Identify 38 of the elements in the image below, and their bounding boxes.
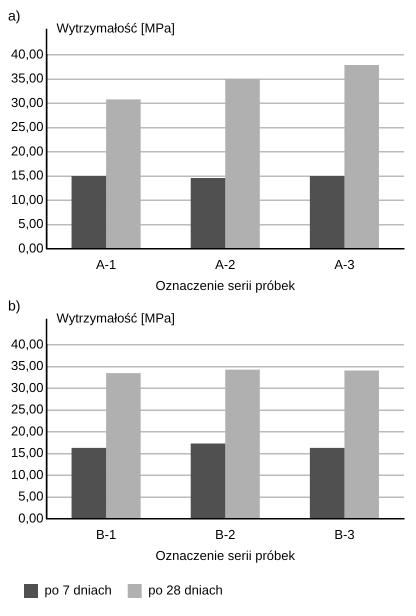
legend-label: po 7 dniach: [44, 582, 112, 598]
y-tick-label: 40,00: [10, 46, 44, 62]
x-tick-label: A-1: [96, 257, 116, 272]
bar: [72, 176, 106, 248]
bar: [310, 448, 344, 518]
y-tick-label: 25,00: [10, 402, 44, 417]
y-tick-label: 20,00: [10, 423, 44, 438]
x-axis-title: Oznaczenie serii próbek: [156, 548, 296, 563]
y-tick-label: 15,00: [10, 445, 44, 460]
x-tick-label: B-2: [215, 527, 236, 542]
x-axis-title: Oznaczenie serii próbek: [156, 278, 296, 293]
y-tick-label: 15,00: [10, 168, 44, 183]
x-tick-label: A-2: [215, 257, 236, 272]
y-tick-label: 30,00: [10, 380, 44, 395]
y-tick-label: 30,00: [10, 94, 44, 110]
y-tick-label: 5,00: [18, 216, 44, 232]
chart-title: a): [8, 7, 20, 24]
y-tick-label: 0,00: [18, 510, 44, 526]
y-tick-label: 35,00: [10, 358, 44, 374]
y-axis-title: Wytrzymałość [MPa]: [56, 310, 175, 326]
bar: [190, 178, 226, 248]
y-axis-title: Wytrzymałość [MPa]: [56, 20, 175, 36]
y-tick-label: 35,00: [10, 70, 44, 86]
bar: [310, 176, 344, 248]
x-tick-label: B-1: [96, 527, 116, 542]
legend-label: po 28 dniach: [148, 582, 223, 598]
y-tick-label: 10,00: [10, 192, 44, 207]
y-tick-label: 10,00: [10, 466, 44, 482]
y-tick-label: 40,00: [10, 336, 44, 352]
bar: [72, 448, 106, 518]
y-tick-label: 25,00: [10, 119, 44, 134]
y-tick-label: 20,00: [10, 143, 44, 158]
chart-title: b): [8, 297, 20, 314]
x-tick-label: B-3: [334, 527, 355, 542]
bar: [190, 444, 226, 518]
x-tick-label: A-3: [334, 257, 355, 272]
y-tick-label: 0,00: [18, 240, 44, 256]
y-tick-label: 5,00: [18, 488, 44, 504]
